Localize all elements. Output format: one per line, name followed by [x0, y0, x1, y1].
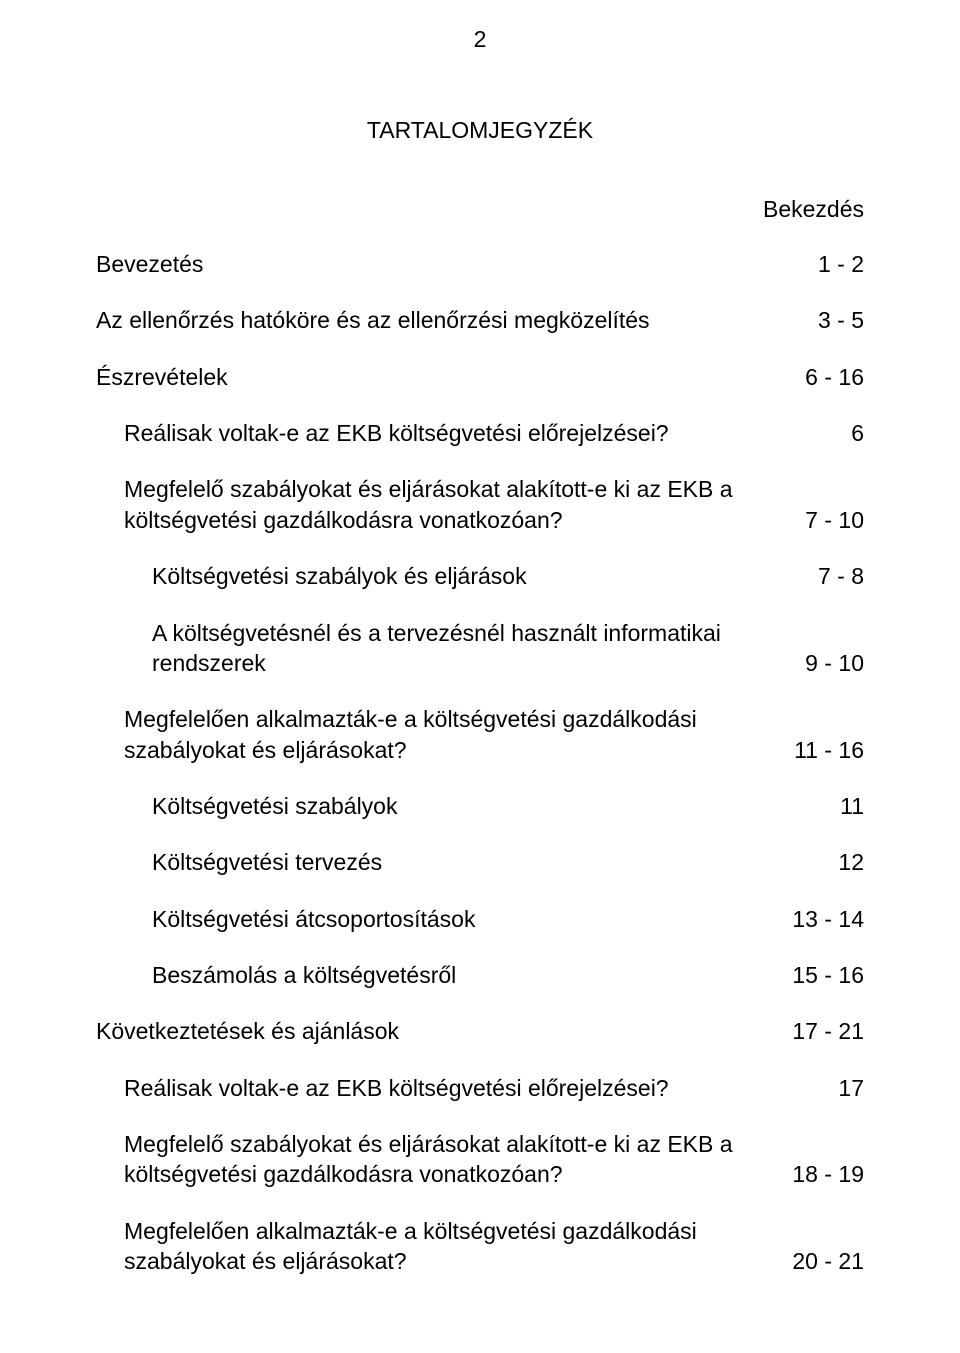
- toc-label: Költségvetési szabályok: [152, 791, 840, 821]
- toc-value: 6 - 16: [805, 362, 864, 392]
- toc-row: A költségvetésnél és a tervezésnél haszn…: [96, 618, 864, 679]
- toc-row: Beszámolás a költségvetésről 15 - 16: [96, 960, 864, 990]
- toc-row: Bevezetés 1 - 2: [96, 249, 864, 279]
- toc-value: 11 - 16: [794, 735, 864, 765]
- toc-row: Költségvetési szabályok és eljárások 7 -…: [96, 561, 864, 591]
- toc-value: 7 - 8: [818, 561, 864, 591]
- toc-row: Az ellenőrzés hatóköre és az ellenőrzési…: [96, 305, 864, 335]
- toc-label: Reálisak voltak-e az EKB költségvetési e…: [124, 1073, 838, 1103]
- toc-value: 12: [838, 847, 864, 877]
- toc-row: Következtetések és ajánlások 17 - 21: [96, 1016, 864, 1046]
- page-number: 2: [96, 26, 864, 53]
- toc-heading: TARTALOMJEGYZÉK: [96, 117, 864, 144]
- toc-value: 13 - 14: [792, 904, 864, 934]
- toc-label: Észrevételek: [96, 362, 805, 392]
- toc-row: Megfelelően alkalmazták-e a költségvetés…: [96, 704, 864, 765]
- toc-label: Bevezetés: [96, 249, 818, 279]
- toc-value: 20 - 21: [792, 1246, 864, 1276]
- toc-label: Megfelelően alkalmazták-e a költségvetés…: [124, 1216, 792, 1277]
- toc-label: A költségvetésnél és a tervezésnél haszn…: [152, 618, 805, 679]
- toc-row: Költségvetési szabályok 11: [96, 791, 864, 821]
- toc-value: 3 - 5: [818, 305, 864, 335]
- toc-label: Beszámolás a költségvetésről: [152, 960, 792, 990]
- toc-label: Megfelelő szabályokat és eljárásokat ala…: [124, 1129, 792, 1190]
- toc-row: Megfelelően alkalmazták-e a költségvetés…: [96, 1216, 864, 1277]
- toc-label: Következtetések és ajánlások: [96, 1016, 792, 1046]
- toc-row: Reálisak voltak-e az EKB költségvetési e…: [96, 418, 864, 448]
- toc-row: Észrevételek 6 - 16: [96, 362, 864, 392]
- toc-value: 17: [838, 1073, 864, 1103]
- toc-row: Reálisak voltak-e az EKB költségvetési e…: [96, 1073, 864, 1103]
- toc-value: 11: [840, 791, 864, 821]
- toc-label: Az ellenőrzés hatóköre és az ellenőrzési…: [96, 305, 818, 335]
- toc-value: 17 - 21: [792, 1016, 864, 1046]
- toc-label: Költségvetési szabályok és eljárások: [152, 561, 818, 591]
- toc-value: 9 - 10: [805, 648, 864, 678]
- toc-value: 15 - 16: [792, 960, 864, 990]
- toc-value: 1 - 2: [818, 249, 864, 279]
- toc-label: Költségvetési átcsoportosítások: [152, 904, 792, 934]
- toc-row: Megfelelő szabályokat és eljárásokat ala…: [96, 474, 864, 535]
- toc-row: Megfelelő szabályokat és eljárásokat ala…: [96, 1129, 864, 1190]
- toc-label: Költségvetési tervezés: [152, 847, 838, 877]
- toc-value: 18 - 19: [792, 1159, 864, 1189]
- toc-label: Megfelelően alkalmazták-e a költségvetés…: [124, 704, 794, 765]
- toc-value: 6: [851, 418, 864, 448]
- toc-value: 7 - 10: [805, 505, 864, 535]
- toc-row: Költségvetési tervezés 12: [96, 847, 864, 877]
- page-container: 2 TARTALOMJEGYZÉK Bekezdés Bevezetés 1 -…: [0, 0, 960, 1353]
- toc-label: Reálisak voltak-e az EKB költségvetési e…: [124, 418, 851, 448]
- toc-label: Megfelelő szabályokat és eljárásokat ala…: [124, 474, 805, 535]
- toc-row: Költségvetési átcsoportosítások 13 - 14: [96, 904, 864, 934]
- column-header: Bekezdés: [96, 196, 864, 223]
